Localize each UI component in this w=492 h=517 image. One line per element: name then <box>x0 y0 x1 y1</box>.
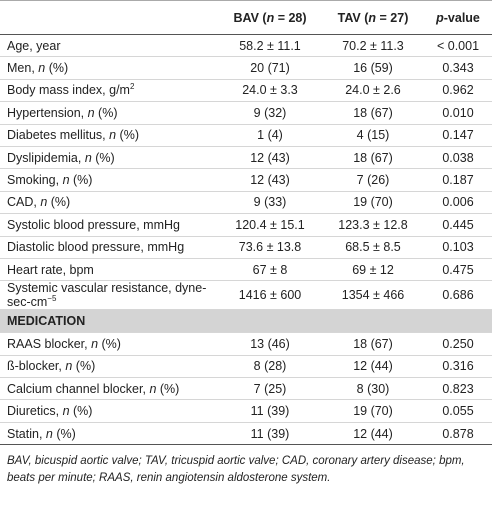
value-cell: 120.4 ± 15.1 <box>218 213 322 237</box>
table-row: Body mass index, g/m2 24.0 ± 3.3 24.0 ± 2.… <box>0 79 492 103</box>
value-cell: 68.5 ± 8.5 <box>322 236 424 259</box>
label-cell: Diastolic blood pressure, mmHg <box>0 236 218 259</box>
table-row: Diabetes mellitus, n (%) 1 (4) 4 (15) 0.147 <box>0 124 492 147</box>
label-cell: Heart rate, bpm <box>0 258 218 282</box>
value-cell: 0.147 <box>424 124 492 147</box>
value-cell: 0.686 <box>424 280 492 311</box>
value-cell: 0.103 <box>424 236 492 259</box>
value-cell: 11 (39) <box>218 399 322 423</box>
table-row: Diuretics, n (%) 11 (39) 19 (70) 0.055 <box>0 399 492 423</box>
value-cell: 9 (33) <box>218 191 322 215</box>
table-row: Men, n (%) 20 (71) 16 (59) 0.343 <box>0 56 492 80</box>
value-cell: 0.475 <box>424 258 492 282</box>
label-cell: Hypertension, n (%) <box>0 101 218 125</box>
table-row: Systemic vascular resistance, dyne-sec-c… <box>0 280 492 311</box>
label-cell: ß-blocker, n (%) <box>0 355 218 379</box>
label-cell: Statin, n (%) <box>0 422 218 446</box>
table-row: ß-blocker, n (%) 8 (28) 12 (44) 0.316 <box>0 355 492 379</box>
header-cell: BAV (n = 28) <box>218 0 322 35</box>
label-cell: Diuretics, n (%) <box>0 399 218 423</box>
table-row: Calcium channel blocker, n (%) 7 (25) 8 (3… <box>0 377 492 401</box>
value-cell: 0.962 <box>424 79 492 103</box>
label-cell: Systemic vascular resistance, dyne-sec-c… <box>0 280 218 311</box>
value-cell: 12 (43) <box>218 168 322 192</box>
value-cell: 0.878 <box>424 422 492 446</box>
label-cell: Dyslipidemia, n (%) <box>0 146 218 170</box>
value-cell: 19 (70) <box>322 191 424 215</box>
label-cell: Body mass index, g/m2 <box>0 79 218 103</box>
table-row: Hypertension, n (%) 9 (32) 18 (67) 0.010 <box>0 101 492 125</box>
value-cell: 0.010 <box>424 101 492 125</box>
section-row: MEDICATION <box>0 309 492 334</box>
value-cell: 70.2 ± 11.3 <box>322 34 424 58</box>
label-cell: RAAS blocker, n (%) <box>0 332 218 356</box>
value-cell: 8 (30) <box>322 377 424 401</box>
section-label: MEDICATION <box>0 309 492 334</box>
value-cell: 18 (67) <box>322 101 424 125</box>
footnote: BAV, bicuspid aortic valve; TAV, tricusp… <box>7 455 465 485</box>
header-cell <box>0 0 218 35</box>
value-cell: 1 (4) <box>218 124 322 147</box>
label-cell: Men, n (%) <box>0 56 218 80</box>
table-row: Dyslipidemia, n (%) 12 (43) 18 (67) 0.038 <box>0 146 492 170</box>
value-cell: 7 (25) <box>218 377 322 401</box>
value-cell: 12 (44) <box>322 422 424 446</box>
value-cell: 7 (26) <box>322 168 424 192</box>
value-cell: 18 (67) <box>322 146 424 170</box>
label-cell: Smoking, n (%) <box>0 168 218 192</box>
value-cell: 0.316 <box>424 355 492 379</box>
value-cell: 0.250 <box>424 332 492 356</box>
table-row: Smoking, n (%) 12 (43) 7 (26) 0.187 <box>0 168 492 192</box>
value-cell: 123.3 ± 12.8 <box>322 213 424 237</box>
value-cell: 18 (67) <box>322 332 424 356</box>
value-cell: 69 ± 12 <box>322 258 424 282</box>
value-cell: 13 (46) <box>218 332 322 356</box>
label-cell: Systolic blood pressure, mmHg <box>0 213 218 237</box>
table-row: RAAS blocker, n (%) 13 (46) 18 (67) 0.250 <box>0 332 492 356</box>
value-cell: 1354 ± 466 <box>322 280 424 311</box>
table-row: Systolic blood pressure, mmHg 120.4 ± 15.… <box>0 213 492 237</box>
table-row: Diastolic blood pressure, mmHg 73.6 ± 13.… <box>0 236 492 259</box>
value-cell: 19 (70) <box>322 399 424 423</box>
value-cell: 4 (15) <box>322 124 424 147</box>
table-row: Statin, n (%) 11 (39) 12 (44) 0.878 <box>0 422 492 446</box>
label-cell: Age, year <box>0 34 218 58</box>
value-cell: 58.2 ± 11.1 <box>218 34 322 58</box>
value-cell: 20 (71) <box>218 56 322 80</box>
label-cell: Diabetes mellitus, n (%) <box>0 124 218 147</box>
label-cell: Calcium channel blocker, n (%) <box>0 377 218 401</box>
header-cell: TAV (n = 27) <box>322 0 424 35</box>
value-cell: 0.055 <box>424 399 492 423</box>
value-cell: 0.445 <box>424 213 492 237</box>
value-cell: 8 (28) <box>218 355 322 379</box>
header-cell: p-value <box>424 0 492 35</box>
table-row: CAD, n (%) 9 (33) 19 (70) 0.006 <box>0 191 492 215</box>
label-cell: CAD, n (%) <box>0 191 218 215</box>
value-cell: 16 (59) <box>322 56 424 80</box>
value-cell: 0.823 <box>424 377 492 401</box>
value-cell: 24.0 ± 2.6 <box>322 79 424 103</box>
value-cell: 0.187 <box>424 168 492 192</box>
value-cell: < 0.001 <box>424 34 492 58</box>
data-table: BAV (n = 28) TAV (n = 27) p-value Age, yea… <box>0 0 492 446</box>
value-cell: 1416 ± 600 <box>218 280 322 311</box>
value-cell: 11 (39) <box>218 422 322 446</box>
value-cell: 0.343 <box>424 56 492 80</box>
value-cell: 0.038 <box>424 146 492 170</box>
value-cell: 24.0 ± 3.3 <box>218 79 322 103</box>
table-row: Heart rate, bpm 67 ± 8 69 ± 12 0.475 <box>0 258 492 282</box>
value-cell: 12 (44) <box>322 355 424 379</box>
value-cell: 12 (43) <box>218 146 322 170</box>
value-cell: 73.6 ± 13.8 <box>218 236 322 259</box>
value-cell: 0.006 <box>424 191 492 215</box>
value-cell: 9 (32) <box>218 101 322 125</box>
header-row: BAV (n = 28) TAV (n = 27) p-value <box>0 0 492 35</box>
table-row: Age, year 58.2 ± 11.1 70.2 ± 11.3 < 0.001 <box>0 34 492 58</box>
value-cell: 67 ± 8 <box>218 258 322 282</box>
